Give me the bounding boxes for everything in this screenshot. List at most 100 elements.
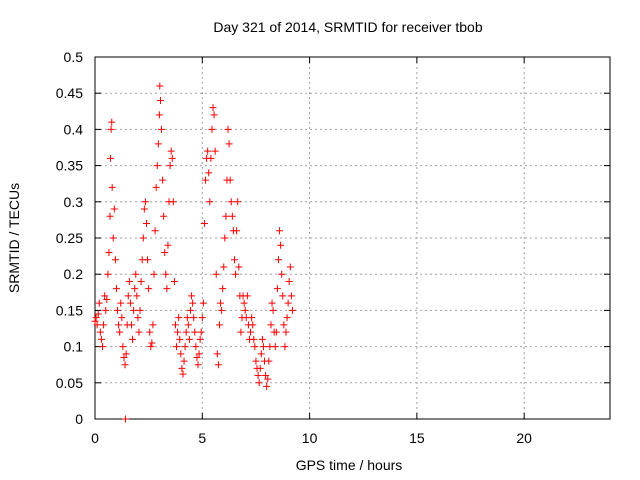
data-point <box>263 382 271 390</box>
data-point <box>94 310 102 318</box>
data-point <box>166 162 174 170</box>
y-tick-label: 0.2 <box>64 266 84 282</box>
data-point <box>255 379 263 387</box>
data-point <box>167 147 175 155</box>
data-point <box>178 364 186 372</box>
data-point <box>273 285 281 293</box>
y-tick-label: 0.3 <box>64 194 84 210</box>
data-point <box>259 343 267 351</box>
data-point <box>274 256 282 264</box>
data-point <box>267 321 275 329</box>
data-point <box>272 328 280 336</box>
data-point <box>122 350 130 358</box>
data-point <box>183 314 191 322</box>
data-point <box>265 357 273 365</box>
x-tick-label: 20 <box>516 430 532 446</box>
data-point <box>174 328 182 336</box>
data-point <box>252 357 260 365</box>
data-point <box>234 198 242 206</box>
data-point <box>149 321 157 329</box>
data-point <box>177 350 185 358</box>
data-point <box>264 375 272 383</box>
data-point <box>164 241 172 249</box>
data-point <box>141 198 149 206</box>
y-tick-label: 0.25 <box>56 230 83 246</box>
y-tick-label: 0.05 <box>56 375 83 391</box>
data-point <box>158 125 166 133</box>
data-point <box>206 198 214 206</box>
data-point <box>160 212 168 220</box>
data-point <box>220 263 228 271</box>
data-point <box>150 270 158 278</box>
data-point <box>118 314 126 322</box>
data-point <box>248 314 256 322</box>
y-tick-label: 0.1 <box>64 339 84 355</box>
data-point <box>226 176 234 184</box>
data-point <box>129 335 137 343</box>
data-point <box>237 328 245 336</box>
data-point <box>96 328 104 336</box>
data-point <box>147 343 155 351</box>
data-point <box>284 299 292 307</box>
data-point <box>156 82 164 90</box>
data-point <box>106 154 114 162</box>
data-point <box>119 343 127 351</box>
data-point <box>182 328 190 336</box>
data-point <box>162 270 170 278</box>
data-point <box>282 328 290 336</box>
data-point <box>130 306 138 314</box>
data-point <box>153 162 161 170</box>
data-point <box>192 343 200 351</box>
data-point <box>219 285 227 293</box>
data-point <box>97 335 105 343</box>
y-tick-label: 0.5 <box>64 49 84 65</box>
data-point <box>181 343 189 351</box>
data-point <box>107 125 115 133</box>
data-point <box>205 169 213 177</box>
data-point <box>115 321 123 329</box>
data-point <box>189 299 197 307</box>
data-point <box>108 118 116 126</box>
data-point <box>210 111 218 119</box>
data-point <box>134 314 142 322</box>
data-point <box>285 277 293 285</box>
data-point <box>281 343 289 351</box>
data-point <box>110 205 118 213</box>
data-point <box>152 183 160 191</box>
data-point <box>217 299 225 307</box>
data-point <box>196 335 204 343</box>
data-point <box>199 299 207 307</box>
data-point <box>280 321 288 329</box>
data-point <box>109 234 117 242</box>
data-point <box>269 306 277 314</box>
data-point <box>92 314 100 322</box>
data-point <box>102 306 110 314</box>
data-point <box>186 306 194 314</box>
data-point <box>103 296 111 304</box>
data-point <box>99 343 107 351</box>
y-axis-label: SRMTID / TECUs <box>6 183 22 293</box>
x-tick-label: 15 <box>409 430 425 446</box>
data-point <box>161 248 169 256</box>
data-point <box>213 350 221 358</box>
data-point <box>277 241 285 249</box>
data-point <box>278 270 286 278</box>
data-point <box>218 306 226 314</box>
data-point <box>151 227 159 235</box>
y-tick-label: 0.4 <box>64 121 84 137</box>
data-point <box>209 104 217 112</box>
data-point <box>168 154 176 162</box>
data-point <box>136 306 144 314</box>
data-point <box>233 227 241 235</box>
data-point <box>271 343 279 351</box>
data-point <box>91 317 99 325</box>
data-point <box>124 292 132 300</box>
data-point <box>135 328 143 336</box>
data-point <box>193 353 201 361</box>
data-point <box>287 292 295 300</box>
data-point <box>279 292 287 300</box>
y-tick-label: 0.45 <box>56 85 83 101</box>
data-point <box>105 248 113 256</box>
data-point <box>112 285 120 293</box>
data-point <box>191 328 199 336</box>
